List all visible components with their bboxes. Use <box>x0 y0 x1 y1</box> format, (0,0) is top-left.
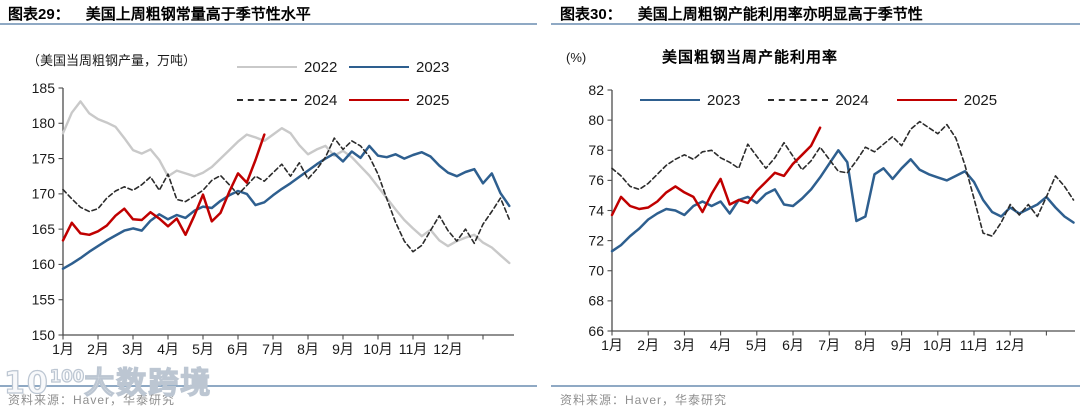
y-tick-label: 82 <box>588 82 604 98</box>
right-legend: 2023 2024 2025 <box>640 90 997 110</box>
series-line-2023 <box>61 144 511 270</box>
x-tick-label: 2月 <box>87 341 109 357</box>
y-tick-label: 185 <box>32 80 56 96</box>
x-tick-label: 11月 <box>399 341 428 357</box>
watermark-logo-prefix: 10 <box>3 365 50 401</box>
series-line-2025 <box>61 133 266 242</box>
legend-item-2022: 2022 <box>237 57 349 77</box>
right-axis-unit-label: (%) <box>566 50 587 65</box>
x-tick-label: 12月 <box>995 337 1025 353</box>
x-tick-label: 6月 <box>782 337 804 353</box>
legend-swatch-2023 <box>349 66 409 68</box>
right-figure-title: 美国上周粗钢产能利用率亦明显高于季节性 <box>637 6 923 23</box>
legend-item-2025: 2025 <box>896 90 998 110</box>
series-line-2025 <box>610 126 822 217</box>
legend-swatch-2025 <box>896 99 957 101</box>
series-line-2023 <box>610 149 1075 253</box>
legend-label-2023: 2023 <box>707 91 741 109</box>
legend-item-2023: 2023 <box>349 57 461 77</box>
x-tick-label: 2月 <box>637 337 659 353</box>
legend-swatch-2024 <box>237 99 297 101</box>
y-tick-label: 155 <box>32 292 56 308</box>
x-tick-label: 3月 <box>674 337 696 353</box>
series-line-2022 <box>61 100 511 265</box>
left-footer-rule <box>0 385 537 387</box>
legend-label-2024: 2024 <box>304 91 338 109</box>
watermark-logo: 10100大数跨境 <box>3 358 213 402</box>
x-tick-label: 10月 <box>923 337 953 353</box>
right-figure-header: 图表30： 美国上周粗钢产能利用率亦明显高于季节性 <box>560 3 923 24</box>
x-tick-label: 8月 <box>297 341 319 357</box>
legend-swatch-2022 <box>237 66 297 68</box>
x-tick-label: 11月 <box>960 337 989 353</box>
x-tick-label: 9月 <box>332 341 354 357</box>
legend-item-2023: 2023 <box>640 90 740 110</box>
legend-label-2025: 2025 <box>963 91 998 109</box>
x-tick-label: 4月 <box>710 337 732 353</box>
right-footer-rule <box>551 385 1080 387</box>
series-line-2024 <box>62 137 511 253</box>
x-tick-label: 4月 <box>157 341 179 357</box>
left-legend: 2022 2023 2024 2025 <box>237 57 461 110</box>
watermark-logo-superscript: 100 <box>49 366 85 386</box>
y-tick-label: 66 <box>588 323 604 339</box>
y-tick-label: 80 <box>588 112 604 128</box>
y-tick-label: 76 <box>588 172 604 188</box>
x-tick-label: 3月 <box>122 341 144 357</box>
x-tick-label: 7月 <box>262 341 284 357</box>
y-tick-label: 170 <box>32 186 56 202</box>
x-tick-label: 1月 <box>52 341 74 357</box>
left-figure-header: 图表29： 美国上周粗钢常量高于季节性水平 <box>8 3 311 24</box>
y-tick-label: 72 <box>588 232 604 248</box>
left-axis-unit-label: （美国当周粗钢产量，万吨） <box>27 53 197 68</box>
legend-label-2025: 2025 <box>416 91 450 109</box>
right-line-chart: 66 68 70 72 74 76 78 80 82 1月 2月 3月 4月 5月 6月 7月 8月 9月 10月 1… <box>588 82 1075 353</box>
legend-item-2024: 2024 <box>237 90 349 110</box>
x-tick-label: 5月 <box>192 341 214 357</box>
legend-swatch-2023 <box>640 99 700 101</box>
legend-label-2024: 2024 <box>835 91 869 109</box>
left-source-text: 资料来源：Haver，华泰研究 <box>8 393 176 407</box>
x-tick-label: 10月 <box>363 341 393 357</box>
left-header-rule <box>0 23 537 25</box>
y-tick-label: 78 <box>588 142 604 158</box>
series-line-2024 <box>611 120 1075 237</box>
y-tick-label: 165 <box>32 221 56 237</box>
watermark-brand-text: 大数跨境 <box>84 365 213 401</box>
legend-item-2025: 2025 <box>349 90 461 110</box>
x-tick-label: 6月 <box>227 341 249 357</box>
x-tick-label: 1月 <box>601 337 623 353</box>
y-tick-label: 68 <box>588 293 604 309</box>
legend-swatch-2024 <box>768 99 829 101</box>
left-line-chart: 150 155 160 165 170 175 180 185 1月 2月 3月 4月 5月 6月 7月 8月… <box>32 80 514 357</box>
x-tick-label: 7月 <box>818 337 840 353</box>
y-tick-label: 175 <box>32 150 56 166</box>
x-tick-label: 12月 <box>433 341 463 357</box>
right-source-text: 资料来源：Haver，华泰研究 <box>560 393 728 407</box>
right-chart-title: 美国粗钢当周产能利用率 <box>661 49 838 66</box>
right-header-rule <box>551 23 1080 25</box>
right-figure-label: 图表30： <box>560 6 622 23</box>
left-figure-label: 图表29： <box>8 6 70 23</box>
legend-swatch-2025 <box>349 99 409 101</box>
x-tick-label: 5月 <box>746 337 768 353</box>
left-figure-title: 美国上周粗钢常量高于季节性水平 <box>85 6 311 23</box>
y-tick-label: 180 <box>32 115 56 131</box>
legend-label-2022: 2022 <box>304 58 338 76</box>
legend-label-2023: 2023 <box>416 58 450 76</box>
legend-item-2024: 2024 <box>768 90 869 110</box>
y-tick-label: 74 <box>588 202 604 218</box>
x-tick-label: 9月 <box>891 337 913 353</box>
y-tick-label: 160 <box>32 256 56 272</box>
y-tick-label: 150 <box>32 327 56 343</box>
y-tick-label: 70 <box>588 263 604 279</box>
x-tick-label: 8月 <box>855 337 877 353</box>
